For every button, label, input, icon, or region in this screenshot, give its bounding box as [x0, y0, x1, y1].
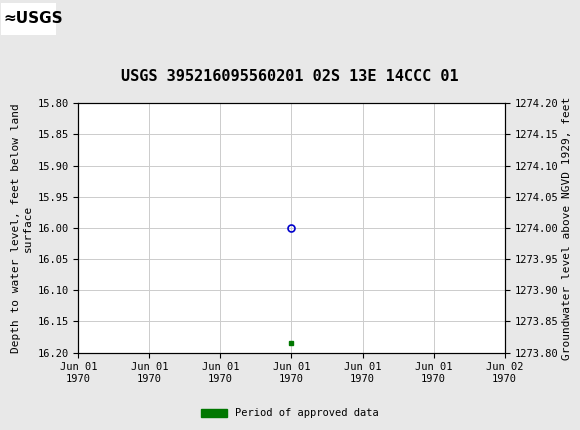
Legend: Period of approved data: Period of approved data: [197, 404, 383, 423]
Y-axis label: Groundwater level above NGVD 1929, feet: Groundwater level above NGVD 1929, feet: [562, 96, 572, 359]
FancyBboxPatch shape: [1, 3, 56, 35]
Text: ≈USGS: ≈USGS: [3, 11, 63, 26]
Text: USGS 395216095560201 02S 13E 14CCC 01: USGS 395216095560201 02S 13E 14CCC 01: [121, 69, 459, 84]
Y-axis label: Depth to water level, feet below land
surface: Depth to water level, feet below land su…: [11, 103, 33, 353]
